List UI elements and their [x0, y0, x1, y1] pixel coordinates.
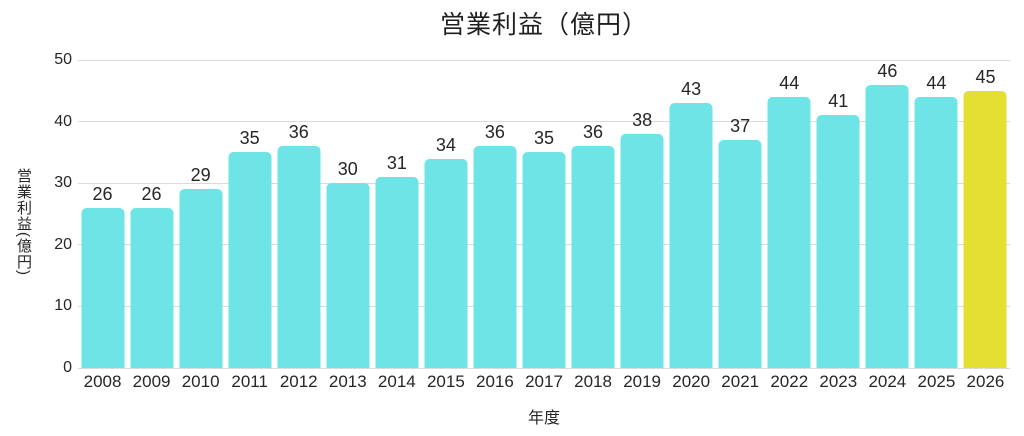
bar-slot-2015: 34 [421, 60, 470, 368]
bar-2022 [767, 97, 811, 368]
xtick-label-2015: 2015 [426, 372, 465, 391]
bar-value-2019: 38 [632, 110, 653, 130]
xtick-label-2013: 2013 [328, 372, 367, 391]
bar-slot-2009: 26 [127, 60, 176, 368]
bar-value-2008: 26 [92, 184, 113, 204]
ytick-label-0: 0 [63, 359, 72, 376]
ytick-label-40: 40 [54, 112, 72, 130]
bar-slot-2022: 44 [765, 60, 814, 368]
xtick-label-2021: 2021 [721, 372, 760, 391]
bar-slot-2017: 35 [519, 60, 568, 368]
bar-slot-2012: 36 [274, 60, 323, 368]
xtick-label-2026: 2026 [966, 372, 1005, 391]
bar-value-2018: 36 [583, 122, 604, 142]
bar-2009 [130, 208, 174, 368]
xtick-label-2010: 2010 [181, 372, 220, 391]
bar-slot-2018: 36 [569, 60, 618, 368]
bar-slot-2008: 26 [78, 60, 127, 368]
bar-slot-2010: 29 [176, 60, 225, 368]
bar-value-2012: 36 [288, 122, 309, 142]
bar-slot-2025: 44 [912, 60, 961, 368]
bar-slot-2020: 43 [667, 60, 716, 368]
xtick-label-2018: 2018 [574, 372, 612, 391]
bar-value-2016: 36 [484, 122, 505, 142]
xtick-label-2025: 2025 [917, 372, 956, 391]
xtick-label-2008: 2008 [83, 372, 122, 391]
bar-slot-2016: 36 [470, 60, 519, 368]
bar-2008 [81, 208, 125, 368]
bar-value-2024: 46 [877, 61, 898, 81]
bar-value-2021: 37 [730, 116, 751, 136]
bar-value-2009: 26 [141, 184, 162, 204]
ytick-label-10: 10 [54, 297, 72, 315]
bar-2026 [963, 91, 1007, 368]
chart-title: 営業利益（億円） [439, 11, 648, 39]
bar-2021 [718, 140, 762, 368]
bar-value-2023: 41 [828, 91, 849, 111]
xtick-label-2019: 2019 [623, 372, 662, 391]
bar-2011 [228, 152, 272, 368]
bar-2025 [914, 97, 958, 368]
bar-2023 [816, 115, 860, 368]
x-axis-label: 年度 [527, 410, 560, 427]
bar-value-2026: 45 [975, 67, 996, 87]
gridline-y50 [78, 59, 1010, 61]
bar-slot-2014: 31 [372, 60, 421, 368]
bar-value-2013: 30 [337, 159, 358, 179]
bar-value-2014: 31 [386, 153, 407, 173]
bar-value-2017: 35 [533, 128, 554, 148]
bar-2024 [865, 85, 909, 368]
bar-2017 [522, 152, 566, 368]
xtick-label-2024: 2024 [868, 372, 907, 391]
bar-2013 [326, 183, 370, 368]
y-axis-label: 営業利益(億円) [15, 168, 32, 276]
xtick-label-2012: 2012 [279, 372, 318, 391]
bar-2020 [669, 103, 713, 368]
bar-value-2022: 44 [779, 73, 800, 93]
ytick-label-50: 50 [54, 51, 72, 68]
xtick-label-2016: 2016 [476, 372, 514, 391]
bar-2012 [277, 146, 321, 368]
bar-2018 [571, 146, 615, 368]
bar-value-2010: 29 [190, 165, 211, 185]
bar-slot-2026: 45 [961, 60, 1010, 368]
bar-value-2015: 34 [435, 135, 456, 155]
plot-area: 26 26 29 35 36 30 31 34 36 35 36 38 43 37 44 41 46 44 45 [78, 59, 1010, 369]
xtick-label-2014: 2014 [377, 372, 416, 391]
bar-2016 [473, 146, 517, 368]
ytick-label-20: 20 [54, 235, 72, 253]
bar-value-2020: 43 [681, 79, 702, 99]
bar-2010 [179, 189, 223, 368]
xtick-label-2017: 2017 [525, 372, 563, 391]
xtick-label-2022: 2022 [770, 372, 809, 391]
bar-value-2025: 44 [926, 73, 947, 93]
bar-slot-2021: 37 [716, 60, 765, 368]
bar-slot-2023: 41 [814, 60, 863, 368]
ytick-label-30: 30 [54, 174, 72, 192]
bar-2014 [375, 177, 419, 368]
bar-slot-2024: 46 [863, 60, 912, 368]
xtick-label-2009: 2009 [132, 372, 171, 391]
xtick-label-2020: 2020 [672, 372, 711, 391]
gridline-y40 [78, 121, 1010, 123]
bar-slot-2019: 38 [618, 60, 667, 368]
bar-slot-2013: 30 [323, 60, 372, 368]
bar-2019 [620, 134, 664, 368]
bar-value-2011: 35 [239, 128, 260, 148]
xtick-label-2023: 2023 [819, 372, 858, 391]
bar-2015 [424, 159, 468, 368]
xtick-label-2011: 2011 [231, 372, 268, 391]
gridline-y0 [78, 367, 1010, 369]
bar-slot-2011: 35 [225, 60, 274, 368]
